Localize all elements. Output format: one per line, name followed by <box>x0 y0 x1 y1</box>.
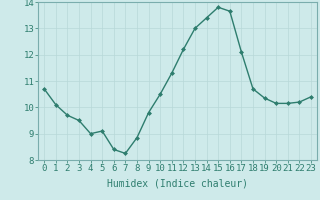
X-axis label: Humidex (Indice chaleur): Humidex (Indice chaleur) <box>107 179 248 189</box>
